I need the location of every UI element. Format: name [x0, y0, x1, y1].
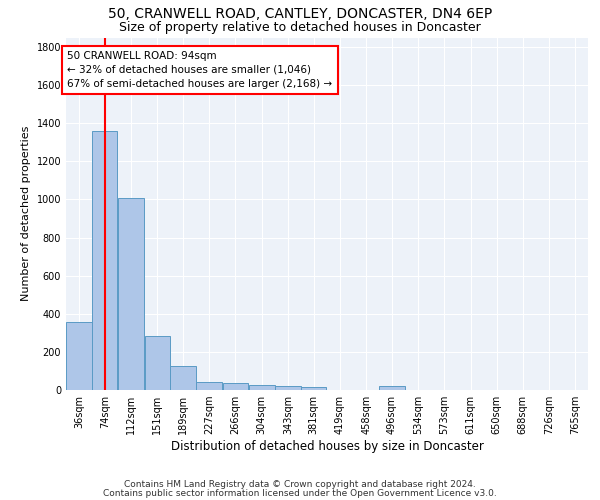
Y-axis label: Number of detached properties: Number of detached properties: [21, 126, 31, 302]
Bar: [301, 387, 326, 390]
Text: Contains public sector information licensed under the Open Government Licence v3: Contains public sector information licen…: [103, 488, 497, 498]
Bar: [145, 336, 170, 390]
Bar: [196, 382, 222, 390]
Bar: [248, 385, 275, 390]
Text: Contains HM Land Registry data © Crown copyright and database right 2024.: Contains HM Land Registry data © Crown c…: [124, 480, 476, 489]
Text: 50, CRANWELL ROAD, CANTLEY, DONCASTER, DN4 6EP: 50, CRANWELL ROAD, CANTLEY, DONCASTER, D…: [108, 8, 492, 22]
Bar: [170, 366, 196, 390]
Bar: [223, 384, 248, 390]
Text: Size of property relative to detached houses in Doncaster: Size of property relative to detached ho…: [119, 21, 481, 34]
Text: 50 CRANWELL ROAD: 94sqm
← 32% of detached houses are smaller (1,046)
67% of semi: 50 CRANWELL ROAD: 94sqm ← 32% of detache…: [67, 51, 332, 89]
Bar: [118, 198, 144, 390]
X-axis label: Distribution of detached houses by size in Doncaster: Distribution of detached houses by size …: [170, 440, 484, 453]
Bar: [275, 386, 301, 390]
Bar: [379, 386, 404, 390]
Bar: [66, 322, 92, 390]
Bar: [92, 131, 118, 390]
